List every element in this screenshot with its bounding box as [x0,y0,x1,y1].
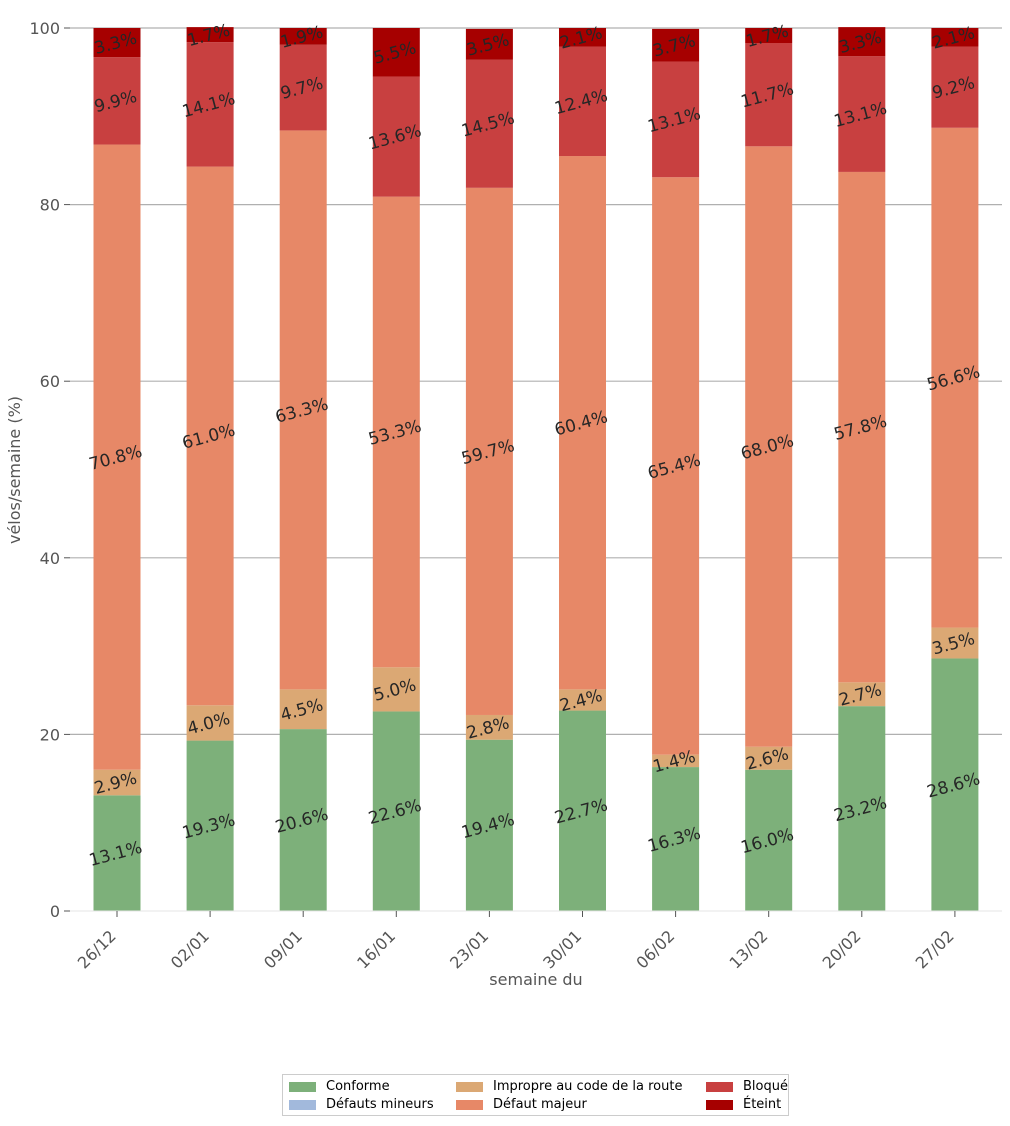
bar-segment [465,187,513,715]
bar-segment [93,57,141,145]
x-tick-label: 20/02 [819,926,865,972]
legend-item: Impropre au code de la route [456,1079,682,1094]
legend-item: Bloqué [706,1079,788,1094]
bar-segment [186,27,234,43]
bar-segment [931,127,979,628]
y-tick-label: 40 [40,549,60,568]
bar-segment [372,711,420,911]
bar-segment [93,795,141,911]
bar-segment [186,166,234,706]
bar-segment [465,28,513,60]
bar-segment [279,130,327,690]
legend-label: Défaut majeur [493,1097,587,1112]
bar-segment [279,689,327,730]
x-tick-label: 30/01 [539,926,585,972]
legend-item: Défaut majeur [456,1097,587,1112]
y-tick-label: 80 [40,196,60,215]
x-tick-label: 16/01 [353,926,399,972]
bar-segment [931,28,979,47]
x-tick-label: 13/02 [725,926,771,972]
bar-segment [465,714,513,740]
bar-segment [186,705,234,741]
bar-segment [186,42,234,167]
bar-segment [559,46,606,157]
legend-swatch [289,1081,316,1092]
legend-label: Bloqué [743,1079,788,1094]
y-axis-title: vélos/semaine (%) [5,396,24,544]
stacked-bar-chart: 13.1%2.9%70.8%9.9%3.3%19.3%4.0%61.0%14.1… [5,19,1002,989]
bar-segment [838,171,886,683]
bar-segment [465,739,513,911]
bar-segment [745,769,793,911]
bar-segment [745,43,793,147]
bar-segment [652,177,700,755]
x-tick-label: 27/02 [912,926,958,972]
y-tick-label: 20 [40,725,60,744]
bar-segment [931,46,979,128]
bar-segment [372,667,420,712]
x-tick-label: 09/01 [260,926,306,972]
bar-segment [372,28,420,77]
legend-swatch [706,1099,733,1110]
bar-segment [838,56,886,172]
bar-segment [652,28,700,62]
legend-item: Éteint [706,1097,781,1112]
legend-label: Conforme [326,1079,390,1094]
x-axis-title: semaine du [489,970,582,989]
bar-segment [838,706,886,911]
bar-segment [279,28,327,45]
bar-segment [745,28,793,44]
bar-segment [279,729,327,911]
bar-segment [279,44,327,131]
bar-segment [93,28,141,58]
x-tick-label: 23/01 [446,926,492,972]
legend-swatch [456,1081,483,1092]
bar-segment [838,682,886,707]
bar-segment [559,689,606,711]
y-tick-label: 0 [50,902,60,921]
bar-segment [652,754,700,768]
legend-label: Défauts mineurs [326,1097,434,1112]
x-tick-label: 26/12 [74,926,120,972]
bar-segment [745,146,793,747]
bar-segment [186,740,234,911]
legend-label: Éteint [743,1097,782,1112]
bars [93,27,979,911]
y-tick-label: 100 [29,19,60,38]
legend-swatch [706,1081,733,1092]
legend-swatch [289,1099,316,1110]
legend-item: Défauts mineurs [289,1097,434,1112]
x-tick-label: 02/01 [167,926,213,972]
bar-segment [652,61,700,178]
bar-segment [559,710,606,911]
bar-segment [931,658,979,911]
legend-label: Impropre au code de la route [493,1079,683,1094]
bar-segment [931,627,979,659]
bar-segment [652,767,700,911]
y-tick-label: 60 [40,372,60,391]
x-tick-label: 06/02 [632,926,678,972]
bar-segment [559,156,606,690]
bar-segment [745,746,793,770]
bar-segment [93,769,141,796]
bar-segment [372,76,420,197]
legend: Conforme Défauts mineurs Impropre au code … [282,1074,789,1116]
bar-segment [372,196,420,668]
bar-segment [559,28,606,47]
bar-segment [838,27,886,57]
bar-segment [93,144,141,770]
bar-segment [465,59,513,188]
legend-item: Conforme [289,1079,390,1094]
legend-swatch [456,1099,483,1110]
